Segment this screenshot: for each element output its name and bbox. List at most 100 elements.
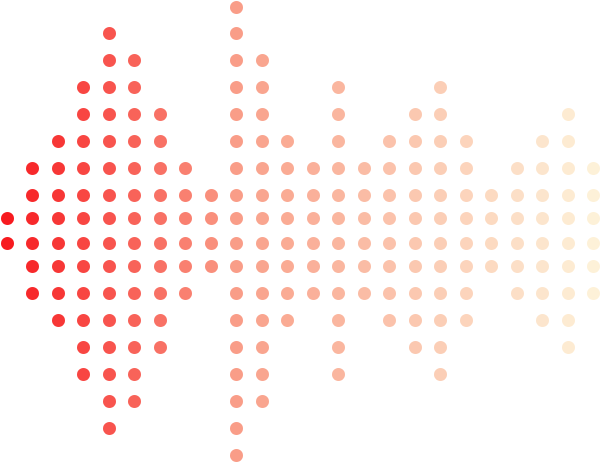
wave-dot bbox=[255, 211, 269, 225]
wave-dot bbox=[536, 286, 549, 300]
wave-dot bbox=[51, 236, 65, 250]
wave-dot bbox=[153, 107, 167, 121]
wave-dot bbox=[281, 188, 294, 202]
wave-dot bbox=[332, 367, 345, 381]
wave-dot bbox=[434, 211, 447, 225]
wave-dot bbox=[255, 80, 269, 94]
wave-dot bbox=[587, 236, 600, 250]
wave-dot bbox=[281, 236, 294, 250]
wave-dot bbox=[128, 313, 141, 327]
wave-dot bbox=[459, 188, 473, 202]
wave-dot bbox=[561, 161, 575, 175]
wave-dot bbox=[26, 211, 39, 225]
wave-dot bbox=[485, 259, 498, 273]
wave-dot bbox=[561, 134, 575, 148]
wave-dot bbox=[230, 421, 243, 435]
wave-dot bbox=[587, 188, 600, 202]
wave-dot bbox=[383, 188, 396, 202]
wave-dot bbox=[332, 236, 345, 250]
wave-dot bbox=[77, 367, 90, 381]
wave-dot bbox=[230, 107, 243, 121]
wave-dot bbox=[51, 313, 65, 327]
wave-dot bbox=[459, 313, 473, 327]
wave-dot bbox=[561, 107, 575, 121]
wave-dot bbox=[408, 259, 422, 273]
wave-dot bbox=[128, 107, 141, 121]
wave-dot bbox=[255, 394, 269, 408]
wave-dot bbox=[434, 286, 447, 300]
wave-dot bbox=[536, 313, 549, 327]
wave-dot bbox=[408, 161, 422, 175]
wave-dot bbox=[153, 340, 167, 354]
wave-dot bbox=[434, 236, 447, 250]
wave-dot bbox=[510, 161, 524, 175]
wave-dot bbox=[332, 286, 345, 300]
wave-dot bbox=[536, 211, 549, 225]
wave-dot bbox=[153, 134, 167, 148]
wave-dot bbox=[561, 211, 575, 225]
wave-dot bbox=[281, 134, 294, 148]
wave-dot bbox=[434, 107, 447, 121]
wave-dot bbox=[77, 211, 90, 225]
wave-dot bbox=[77, 161, 90, 175]
wave-dot bbox=[26, 259, 39, 273]
wave-dot bbox=[255, 340, 269, 354]
wave-dot bbox=[459, 236, 473, 250]
wave-dot bbox=[306, 211, 320, 225]
wave-dot bbox=[281, 161, 294, 175]
wave-dot bbox=[408, 107, 422, 121]
wave-dot bbox=[102, 421, 116, 435]
wave-dot bbox=[357, 259, 371, 273]
wave-dot bbox=[357, 188, 371, 202]
wave-dot bbox=[510, 211, 524, 225]
wave-dot bbox=[459, 161, 473, 175]
wave-dot bbox=[383, 313, 396, 327]
wave-dot bbox=[383, 211, 396, 225]
wave-dot bbox=[179, 259, 192, 273]
wave-dot bbox=[306, 259, 320, 273]
wave-dot bbox=[51, 259, 65, 273]
wave-dot bbox=[102, 236, 116, 250]
wave-dot bbox=[102, 211, 116, 225]
wave-dot bbox=[153, 313, 167, 327]
wave-dot bbox=[383, 236, 396, 250]
wave-dot bbox=[77, 286, 90, 300]
wave-dot bbox=[281, 259, 294, 273]
wave-dot bbox=[332, 211, 345, 225]
wave-dot bbox=[434, 367, 447, 381]
wave-dot bbox=[230, 367, 243, 381]
wave-dot bbox=[408, 188, 422, 202]
wave-dot bbox=[51, 134, 65, 148]
wave-dot bbox=[128, 188, 141, 202]
wave-dot bbox=[102, 107, 116, 121]
wave-dot bbox=[230, 259, 243, 273]
wave-dot bbox=[102, 26, 116, 40]
wave-dot bbox=[434, 313, 447, 327]
wave-dot bbox=[77, 134, 90, 148]
wave-dot bbox=[408, 211, 422, 225]
wave-dot bbox=[510, 286, 524, 300]
wave-dot bbox=[179, 286, 192, 300]
wave-dot bbox=[434, 259, 447, 273]
wave-dot bbox=[230, 134, 243, 148]
wave-dot bbox=[204, 259, 218, 273]
wave-dot bbox=[204, 211, 218, 225]
wave-dot bbox=[408, 236, 422, 250]
wave-dot bbox=[332, 313, 345, 327]
wave-dot bbox=[561, 259, 575, 273]
wave-dot bbox=[128, 161, 141, 175]
wave-dot bbox=[434, 161, 447, 175]
wave-dot bbox=[332, 80, 345, 94]
wave-dot bbox=[77, 188, 90, 202]
wave-dot bbox=[128, 394, 141, 408]
wave-dot bbox=[408, 286, 422, 300]
wave-dot bbox=[434, 188, 447, 202]
wave-dot bbox=[383, 259, 396, 273]
wave-dot bbox=[536, 236, 549, 250]
wave-dot bbox=[102, 340, 116, 354]
wave-dot bbox=[306, 236, 320, 250]
wave-dot bbox=[306, 161, 320, 175]
wave-dot bbox=[26, 161, 39, 175]
wave-dot bbox=[230, 448, 243, 462]
wave-dot bbox=[102, 134, 116, 148]
